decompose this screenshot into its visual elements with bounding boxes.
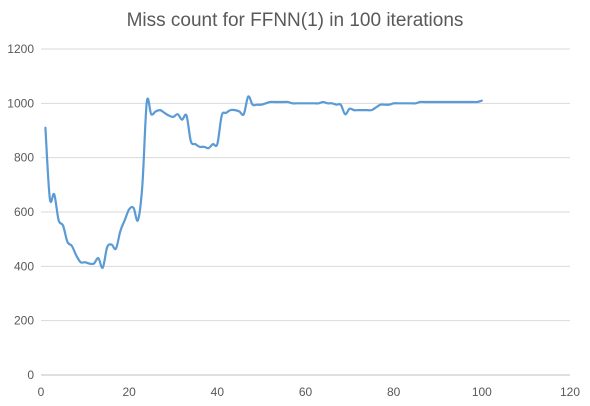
x-tick-labels: 0 20 40 60 80 100 120 xyxy=(38,385,581,399)
y-tick-labels: 0 200 400 600 800 1000 1200 xyxy=(7,42,34,382)
x-tick-label: 60 xyxy=(299,385,313,399)
y-tick-label: 400 xyxy=(14,259,34,273)
y-tick-label: 800 xyxy=(14,151,34,165)
series-line-0 xyxy=(44,95,483,269)
x-tick-label: 80 xyxy=(387,385,401,399)
chart-title: Miss count for FFNN(1) in 100 iterations xyxy=(127,10,464,31)
y-tick-label: 1000 xyxy=(7,96,34,110)
y-tick-label: 600 xyxy=(14,205,34,219)
x-tick-label: 120 xyxy=(560,385,580,399)
x-tick-label: 100 xyxy=(472,385,492,399)
x-tick-label: 0 xyxy=(38,385,45,399)
x-tick-label: 20 xyxy=(122,385,136,399)
series-layer xyxy=(44,95,483,269)
y-tick-label: 0 xyxy=(27,368,34,382)
x-tick-label: 40 xyxy=(211,385,225,399)
gridlines xyxy=(41,48,570,322)
y-tick-label: 200 xyxy=(14,314,34,328)
y-tick-label: 1200 xyxy=(7,42,34,56)
